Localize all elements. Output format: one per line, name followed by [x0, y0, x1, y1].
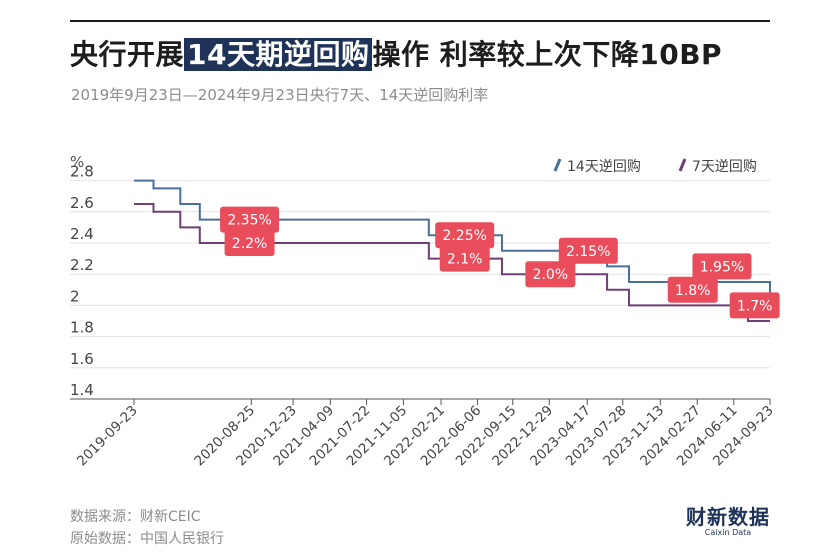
title-rule — [70, 20, 770, 22]
x-tick-label: 2019-09-23 — [74, 403, 141, 470]
rate-callout-label: 2.15% — [566, 244, 610, 260]
rate-callout-box — [220, 206, 280, 233]
title-prefix: 央行开展 — [70, 38, 185, 71]
legend-label: 7天逆回购 — [692, 159, 757, 175]
logo-cn: 财新数据 — [686, 505, 770, 529]
title-suffix: 操作 利率较上次下降10BP — [372, 38, 723, 71]
rate-callout-box — [558, 237, 618, 264]
original-data-source: 原始数据：中国人民银行 — [70, 531, 224, 547]
subtitle: 2019年9月23日—2024年9月23日央行7天、14天逆回购利率 — [71, 86, 489, 104]
title-highlight: 14天期逆回购 — [184, 38, 373, 71]
rate-callout-label: 1.7% — [737, 298, 773, 314]
rate-callout-box — [224, 230, 275, 256]
legend-label: 14天逆回购 — [567, 159, 641, 175]
page-title: 央行开展 14天期逆回购 操作 利率较上次下降10BP — [70, 33, 722, 73]
y-tick-label: 2.2 — [70, 256, 94, 274]
y-tick-label: 1.6 — [70, 350, 94, 368]
rate-callout-box — [525, 261, 576, 288]
rate-callout-box — [729, 292, 780, 319]
y-axis-unit: % — [70, 153, 84, 171]
logo-en: Caixin Data — [704, 528, 752, 537]
legend-swatch — [553, 158, 562, 172]
rate-callout-box — [667, 276, 718, 303]
y-tick-label: 2.8 — [70, 163, 94, 181]
rate-callout-box — [435, 222, 495, 249]
rate-callout-label: 2.0% — [533, 267, 569, 283]
rate-callout-label: 2.1% — [447, 252, 483, 268]
y-tick-label: 2.6 — [70, 194, 94, 212]
caixin-data-logo: 财新数据 Caixin Data — [686, 506, 770, 538]
rate-callout-label: 2.2% — [232, 236, 268, 252]
data-source: 数据来源：财新CEIC — [70, 509, 201, 525]
legend-swatch — [678, 158, 687, 172]
rate-callout-label: 2.25% — [442, 228, 486, 244]
y-tick-label: 2.4 — [70, 225, 94, 243]
y-tick-label: 2 — [70, 287, 80, 305]
rate-callout-label: 1.8% — [675, 283, 711, 299]
y-tick-label: 1.4 — [70, 381, 94, 399]
y-tick-label: 1.8 — [70, 319, 94, 337]
rate-callout-box — [439, 245, 490, 272]
rate-callout-label: 2.35% — [227, 213, 271, 229]
rate-callout-box — [692, 253, 752, 280]
rate-callout-label: 1.95% — [700, 259, 744, 275]
